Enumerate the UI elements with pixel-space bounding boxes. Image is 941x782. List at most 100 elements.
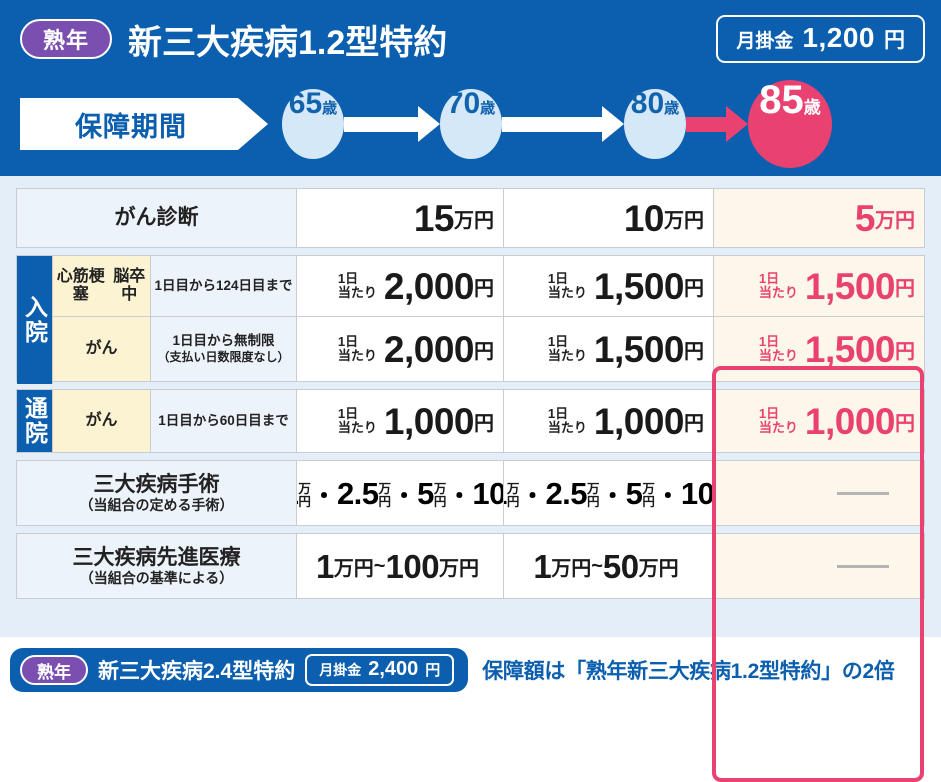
cell-outpatient-65: 1日 当たり 1,000 円 — [297, 390, 504, 452]
period-text: 1日目から124日目まで — [154, 277, 293, 293]
amount-unit: 円 — [684, 340, 704, 363]
prefix-line-2: 当たり — [547, 285, 587, 300]
prefix-line-1: 1日 — [337, 271, 359, 287]
row-label-text: 三大疾病先進医療 — [72, 545, 241, 569]
timeline-arrow-icon-2 — [502, 106, 624, 142]
cell-cancer-diagnosis-70: 10 万円 — [504, 189, 714, 247]
cell-hosp-cancer-85: 1日 当たり 1,500 円 — [714, 317, 924, 381]
row-category-text: 入院 — [21, 295, 48, 345]
age-marker-70: 70 歳 — [440, 89, 502, 159]
amount-unit: 円 — [684, 277, 704, 300]
surgery-option-1: 1 — [504, 478, 507, 509]
age-number: 65 — [288, 87, 323, 120]
age-suffix: 歳 — [803, 98, 821, 117]
amount-unit: 円 — [895, 412, 915, 435]
disease-text: がん — [85, 411, 118, 429]
period-sub-text: （支払い日数限度なし） — [157, 349, 290, 364]
amount-unit: 円 — [895, 340, 915, 363]
range-to-value: 50 — [602, 547, 639, 585]
range-separator: ~ — [591, 554, 603, 577]
prefix-line-1: 1日 — [547, 271, 569, 287]
separator-dot: ・ — [655, 482, 680, 510]
coverage-timeline: 保障期間 65 歳 70 歳 80 歳 85 歳 — [0, 78, 941, 170]
period-main-text: 1日目から無制限 — [172, 333, 275, 349]
amount-value: 1,000 — [593, 400, 685, 442]
row-label-advanced-medical: 三大疾病先進医療 （当組合の基準による） — [17, 534, 297, 598]
coverage-period-banner: 保障期間 — [20, 98, 268, 150]
amount-value: 1,500 — [593, 265, 685, 307]
age-number: 80 — [630, 87, 665, 120]
prefix-line-1: 1日 — [758, 271, 780, 287]
surgery-option-2: 2.5 — [545, 475, 588, 511]
amount-unit: 万円 — [454, 209, 494, 232]
row-disease-cancer-outpatient: がん — [53, 390, 151, 452]
prefix-line-1: 1日 — [337, 334, 359, 350]
cell-cancer-diagnosis-65: 15 万円 — [297, 189, 504, 247]
unit-en: 円 — [587, 494, 600, 509]
cell-advanced-70: 1 万円 ~50 万円 — [504, 534, 714, 598]
row-disease-heart-stroke: 心筋梗塞 脳卒中 — [53, 256, 151, 316]
age-number: 70 — [446, 87, 481, 120]
range-from-unit: 万円 — [333, 557, 374, 580]
disease-text: がん — [85, 339, 118, 357]
per-day-prefix: 1日 当たり — [338, 335, 377, 362]
unit-en: 円 — [642, 494, 655, 509]
surgery-option-3: 5 — [417, 475, 434, 511]
amount-value: 1,000 — [804, 400, 896, 442]
related-product-pill[interactable]: 熟年 新三大疾病2.4型特約 月掛金 2,400 円 — [10, 648, 469, 692]
amount-unit: 円 — [895, 277, 915, 300]
cell-cancer-diagnosis-85: 5 万円 — [714, 189, 924, 247]
footer-category-badge: 熟年 — [20, 655, 88, 685]
footer-premium-yen: 円 — [425, 662, 441, 679]
per-day-prefix: 1日 当たり — [338, 272, 377, 299]
monthly-premium-amount: 1,200 — [802, 22, 875, 53]
prefix-line-2: 当たり — [547, 348, 587, 363]
prefix-line-1: 1日 — [337, 406, 359, 422]
period-text: 1日目から60日目まで — [158, 412, 289, 428]
range-from-value: 1 — [315, 547, 334, 585]
table-row-advanced-medical: 三大疾病先進医療 （当組合の基準による） 1 万円 ~100 万円 1 万円 ~50 万円 — [16, 533, 925, 599]
surgery-option-4: 10 — [680, 475, 714, 511]
separator-dot: ・ — [311, 482, 336, 510]
per-day-prefix: 1日 当たり — [759, 407, 798, 434]
age-suffix: 歳 — [322, 100, 338, 117]
per-day-prefix: 1日 当たり — [759, 272, 798, 299]
prefix-line-2: 当たり — [758, 420, 798, 435]
prefix-line-2: 当たり — [758, 348, 798, 363]
cell-hosp-heart-85: 1日 当たり 1,500 円 — [714, 256, 924, 316]
age-marker-80: 80 歳 — [624, 89, 686, 159]
product-header: 熟年 新三大疾病1.2型特約 月掛金 1,200 円 保障期間 65 歳 70 … — [0, 0, 941, 176]
age-suffix: 歳 — [480, 100, 496, 117]
table-row-hospitalization-heart: 入院 心筋梗塞 脳卒中 1日目から124日目まで 1日 当たり 2,000 円 … — [16, 255, 925, 384]
footer-premium-box: 月掛金 2,400 円 — [305, 654, 455, 686]
range-to-value: 100 — [385, 547, 440, 585]
row-category-text: 通院 — [21, 396, 48, 446]
no-benefit-dash-icon — [837, 564, 889, 568]
amount-unit: 円 — [684, 412, 704, 435]
prefix-line-2: 当たり — [337, 420, 377, 435]
age-number: 85 — [759, 78, 804, 122]
surgery-option-3: 5 — [625, 475, 643, 511]
amount-value: 5 — [854, 197, 876, 239]
separator-dot: ・ — [392, 482, 417, 510]
cell-hosp-heart-65: 1日 当たり 2,000 円 — [297, 256, 504, 316]
age-marker-65: 65 歳 — [282, 89, 344, 159]
per-day-prefix: 1日 当たり — [548, 407, 587, 434]
cell-outpatient-85: 1日 当たり 1,000 円 — [714, 390, 924, 452]
prefix-line-1: 1日 — [758, 334, 780, 350]
prefix-line-1: 1日 — [547, 406, 569, 422]
row-category-outpatient: 通院 — [17, 390, 53, 452]
per-day-prefix: 1日 当たり — [338, 407, 377, 434]
cell-surgery-85 — [714, 461, 924, 525]
monthly-premium-yen: 円 — [884, 29, 905, 52]
row-label-subtext: （当組合の基準による） — [79, 569, 234, 586]
no-benefit-dash-icon — [837, 491, 889, 495]
amount-unit: 万円 — [664, 209, 704, 232]
amount-value: 2,000 — [383, 328, 475, 370]
amount-value: 10 — [623, 197, 665, 239]
monthly-premium-box: 月掛金 1,200 円 — [716, 15, 925, 63]
surgery-option-4: 10 — [472, 475, 504, 511]
table-row-outpatient-cancer: 通院 がん 1日目から60日目まで 1日 当たり 1,000 円 1日 当たり … — [16, 389, 925, 453]
